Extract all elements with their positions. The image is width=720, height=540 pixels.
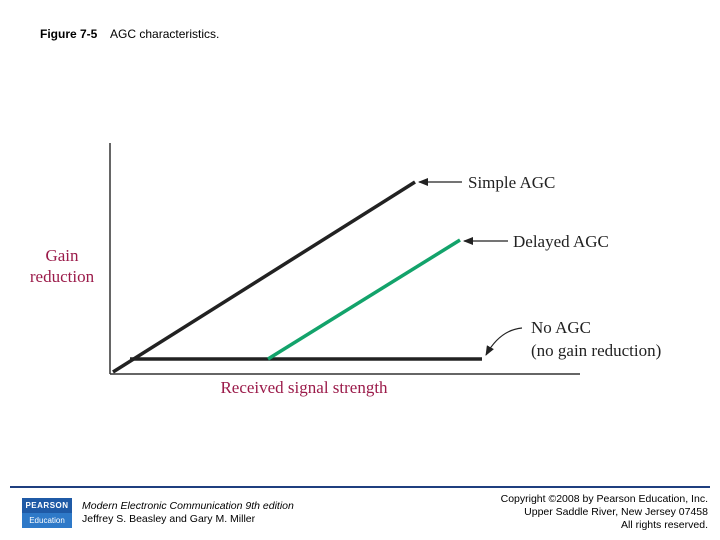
delayed-agc-line (267, 238, 461, 361)
logo-bottom-text: Education (22, 513, 72, 528)
book-info: Modern Electronic Communication 9th edit… (82, 500, 294, 526)
y-axis-label-line1: Gain (45, 246, 79, 265)
book-title: Modern Electronic Communication 9th edit… (82, 500, 294, 512)
figure-number: Figure 7-5 (40, 27, 98, 41)
simple-agc-label: Simple AGC (468, 173, 555, 192)
no-agc-label: No AGC (531, 318, 591, 337)
figure-title: AGC characteristics. (110, 27, 220, 41)
copyright: Copyright ©2008 by Pearson Education, In… (501, 493, 708, 532)
x-axis-label: Received signal strength (220, 378, 388, 397)
pearson-logo: PEARSON Education (22, 498, 72, 528)
y-axis-label-line2: reduction (30, 267, 95, 286)
simple-agc-line (112, 180, 416, 374)
delayed-agc-label: Delayed AGC (513, 232, 609, 251)
no-gain-reduction-label: (no gain reduction) (531, 341, 661, 360)
no-agc-arrow (485, 327, 523, 356)
book-authors: Jeffrey S. Beasley and Gary M. Miller (82, 513, 256, 525)
copyright-line1: Copyright ©2008 by Pearson Education, In… (500, 493, 708, 505)
copyright-line3: All rights reserved. (621, 519, 708, 531)
logo-top-text: PEARSON (22, 498, 72, 513)
figure-caption: Figure 7-5 AGC characteristics. (40, 27, 219, 41)
agc-diagram: Gain reduction Received signal strength … (30, 143, 661, 397)
copyright-line2: Upper Saddle River, New Jersey 07458 (524, 506, 708, 518)
footer-divider (10, 486, 710, 488)
